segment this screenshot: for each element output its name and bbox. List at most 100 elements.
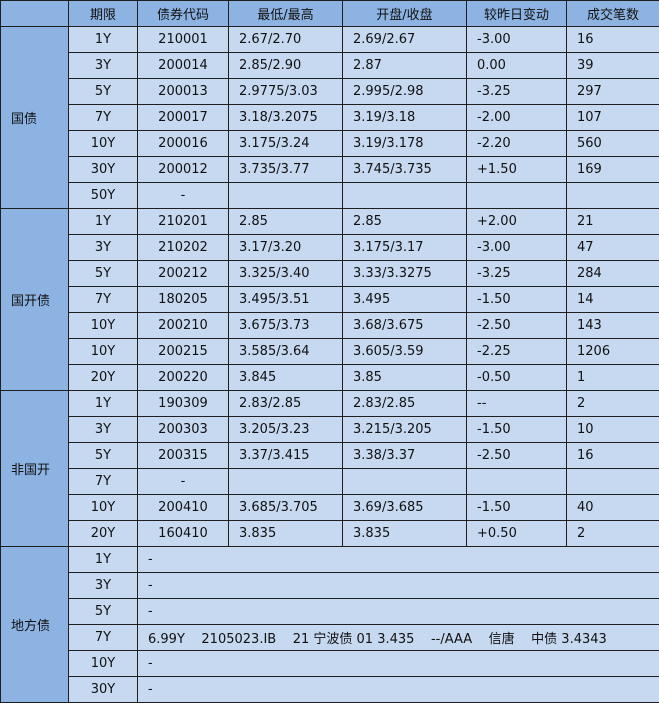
cell-local-detail: - <box>137 676 659 703</box>
table-row: 非国开 1Y 190309 2.83/2.85 2.83/2.85 -- 2 <box>0 390 659 547</box>
cell-term: 20Y <box>68 364 138 391</box>
cell-open-close: 2.995/2.98 <box>342 78 467 105</box>
cell-term: 30Y <box>68 676 138 703</box>
cell-change <box>466 468 567 495</box>
cell-open-close: 3.69/3.685 <box>342 494 467 521</box>
header-code: 债券代码 <box>137 0 229 27</box>
cell-low-high: 2.67/2.70 <box>228 26 343 53</box>
cell-change: +1.50 <box>466 156 567 183</box>
cell-open-close: 3.19/3.178 <box>342 130 467 157</box>
cell-change <box>466 182 567 209</box>
table-row: 7Y 200017 3.18/3.2075 3.19/3.18 -2.00 10… <box>1 104 659 131</box>
cell-open-close: 3.85 <box>342 364 467 391</box>
cell-open-close: 3.19/3.18 <box>342 104 467 131</box>
cell-code: - <box>137 468 229 495</box>
cell-trades: 21 <box>566 208 659 235</box>
cell-term: 1Y <box>68 208 138 235</box>
cell-term: 5Y <box>68 598 138 625</box>
cell-term: 5Y <box>68 260 138 287</box>
cell-open-close: 2.87 <box>342 52 467 79</box>
cell-code: 200215 <box>137 338 229 365</box>
cell-code: 190309 <box>137 390 229 417</box>
cell-open-close: 2.83/2.85 <box>342 390 467 417</box>
header-open-close: 开盘/收盘 <box>342 0 467 27</box>
cell-open-close: 3.605/3.59 <box>342 338 467 365</box>
cell-low-high: 3.675/3.73 <box>228 312 343 339</box>
cell-change: -1.50 <box>466 416 567 443</box>
cell-trades: 39 <box>566 52 659 79</box>
cell-low-high: 3.17/3.20 <box>228 234 343 261</box>
header-row: 期限 债券代码 最低/最高 开盘/收盘 较昨日变动 成交笔数 <box>0 0 659 27</box>
cell-trades: 560 <box>566 130 659 157</box>
cell-low-high: 3.175/3.24 <box>228 130 343 157</box>
table-row: 5Y 200315 3.37/3.415 3.38/3.37 -2.50 16 <box>1 442 659 469</box>
cell-term: 30Y <box>68 156 138 183</box>
table-row: 5Y 200212 3.325/3.40 3.33/3.3275 -3.25 2… <box>1 260 659 287</box>
table-row: 3Y 200303 3.205/3.23 3.215/3.205 -1.50 1… <box>1 416 659 443</box>
cell-trades: 14 <box>566 286 659 313</box>
table-row: 30Y 200012 3.735/3.77 3.745/3.735 +1.50 … <box>1 156 659 183</box>
cell-low-high <box>228 182 343 209</box>
cell-trades: 169 <box>566 156 659 183</box>
cell-term: 7Y <box>68 286 138 313</box>
table-row: 3Y 210202 3.17/3.20 3.175/3.17 -3.00 47 <box>1 234 659 261</box>
cell-open-close: 3.215/3.205 <box>342 416 467 443</box>
table-row: 20Y 160410 3.835 3.835 +0.50 2 <box>1 520 659 547</box>
cell-code: - <box>137 182 229 209</box>
table-row: 10Y 200215 3.585/3.64 3.605/3.59 -2.25 1… <box>1 338 659 365</box>
cell-low-high: 3.585/3.64 <box>228 338 343 365</box>
cell-term: 5Y <box>68 78 138 105</box>
cell-low-high: 2.85 <box>228 208 343 235</box>
cell-code: 200303 <box>137 416 229 443</box>
cell-change: -3.25 <box>466 260 567 287</box>
table-row: 20Y 200220 3.845 3.85 -0.50 1 <box>1 364 659 391</box>
cell-code: 200016 <box>137 130 229 157</box>
cell-term: 1Y <box>68 26 138 53</box>
cell-code: 210001 <box>137 26 229 53</box>
header-change: 较昨日变动 <box>466 0 567 27</box>
cell-local-detail: - <box>137 572 659 599</box>
table-row: 7Y 6.99Y 2105023.IB 21 宁波债 01 3.435 --/A… <box>1 624 659 651</box>
header-term: 期限 <box>68 0 138 27</box>
cell-low-high: 2.85/2.90 <box>228 52 343 79</box>
cell-trades: 2 <box>566 520 659 547</box>
cell-local-detail: - <box>137 598 659 625</box>
cell-change: -3.00 <box>466 26 567 53</box>
cell-low-high: 2.83/2.85 <box>228 390 343 417</box>
cell-term: 10Y <box>68 130 138 157</box>
cell-term: 7Y <box>68 624 138 651</box>
cell-open-close: 3.33/3.3275 <box>342 260 467 287</box>
table-row: 3Y 200014 2.85/2.90 2.87 0.00 39 <box>1 52 659 79</box>
table-row: 7Y - <box>1 468 659 495</box>
cell-local-detail: - <box>137 546 659 573</box>
cell-term: 7Y <box>68 104 138 131</box>
cell-low-high: 3.495/3.51 <box>228 286 343 313</box>
cell-code: 200014 <box>137 52 229 79</box>
cell-open-close: 2.85 <box>342 208 467 235</box>
cell-low-high: 3.205/3.23 <box>228 416 343 443</box>
cell-code: 160410 <box>137 520 229 547</box>
cell-change: -2.20 <box>466 130 567 157</box>
cell-trades: 10 <box>566 416 659 443</box>
cell-code: 200013 <box>137 78 229 105</box>
cell-term: 20Y <box>68 520 138 547</box>
category-difangzhai: 地方债 <box>0 546 69 703</box>
cell-change: 0.00 <box>466 52 567 79</box>
cell-open-close: 3.495 <box>342 286 467 313</box>
cell-low-high: 3.845 <box>228 364 343 391</box>
cell-term: 3Y <box>68 52 138 79</box>
cell-code: 200410 <box>137 494 229 521</box>
cell-low-high: 3.735/3.77 <box>228 156 343 183</box>
table-row: 5Y 200013 2.9775/3.03 2.995/2.98 -3.25 2… <box>1 78 659 105</box>
cell-low-high: 3.18/3.2075 <box>228 104 343 131</box>
cell-code: 180205 <box>137 286 229 313</box>
cell-local-detail: - <box>137 650 659 677</box>
cell-open-close: 3.68/3.675 <box>342 312 467 339</box>
cell-trades: 2 <box>566 390 659 417</box>
cell-term: 10Y <box>68 494 138 521</box>
table-row: 3Y - <box>1 572 659 599</box>
cell-trades: 1206 <box>566 338 659 365</box>
cell-change: -2.50 <box>466 312 567 339</box>
cell-local-detail: 6.99Y 2105023.IB 21 宁波债 01 3.435 --/AAA … <box>137 624 659 651</box>
table-row: 地方债 1Y - <box>0 546 659 703</box>
